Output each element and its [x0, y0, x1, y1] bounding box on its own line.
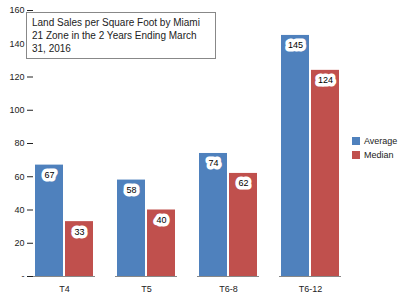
html-text:Land Sales per Square Foot by: Land Sales per Square Foot by Miami 21 Z… [32, 17, 200, 54]
svg-text:T6-8: T6-8 [219, 284, 238, 294]
svg-text:T4: T4 [59, 284, 70, 294]
svg-text:40: 40 [156, 215, 166, 225]
svg-text:58: 58 [126, 185, 136, 195]
svg-text:40: 40 [14, 205, 24, 215]
svg-text:-: - [22, 271, 25, 281]
svg-text:160: 160 [9, 5, 24, 15]
svg-text:140: 140 [9, 39, 24, 49]
svg-text:60: 60 [14, 172, 24, 182]
svg-text:80: 80 [14, 138, 24, 148]
svg-text:T5: T5 [141, 284, 152, 294]
svg-text:74: 74 [208, 158, 218, 168]
svg-text:62: 62 [238, 178, 248, 188]
html-text:Median: Median [364, 150, 394, 160]
svg-text:100: 100 [9, 105, 24, 115]
svg-text:124: 124 [318, 75, 333, 85]
svg-text:120: 120 [9, 72, 24, 82]
svg-text:33: 33 [74, 227, 84, 237]
svg-text:145: 145 [288, 40, 303, 50]
svg-text:T6-12: T6-12 [299, 284, 323, 294]
svg-text:20: 20 [14, 238, 24, 248]
html-text:Average: Average [364, 136, 398, 146]
svg-text:67: 67 [44, 170, 54, 180]
